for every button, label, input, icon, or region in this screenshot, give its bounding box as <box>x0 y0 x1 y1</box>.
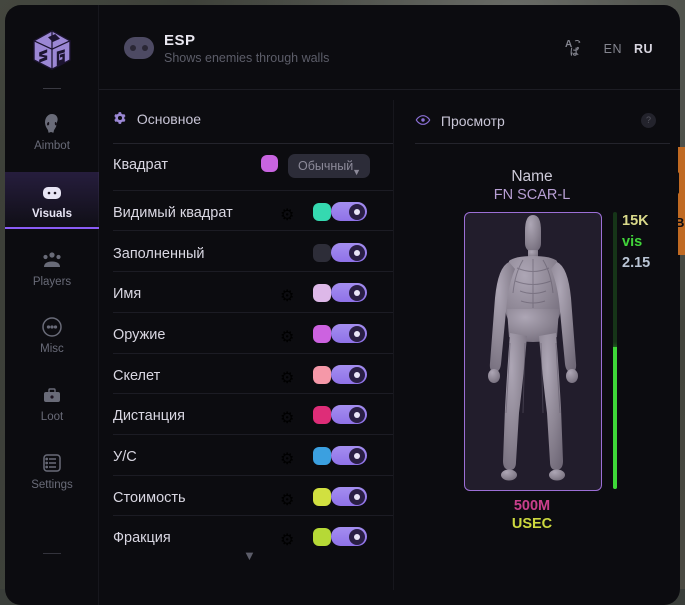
svg-text:ぱ: ぱ <box>570 46 579 56</box>
